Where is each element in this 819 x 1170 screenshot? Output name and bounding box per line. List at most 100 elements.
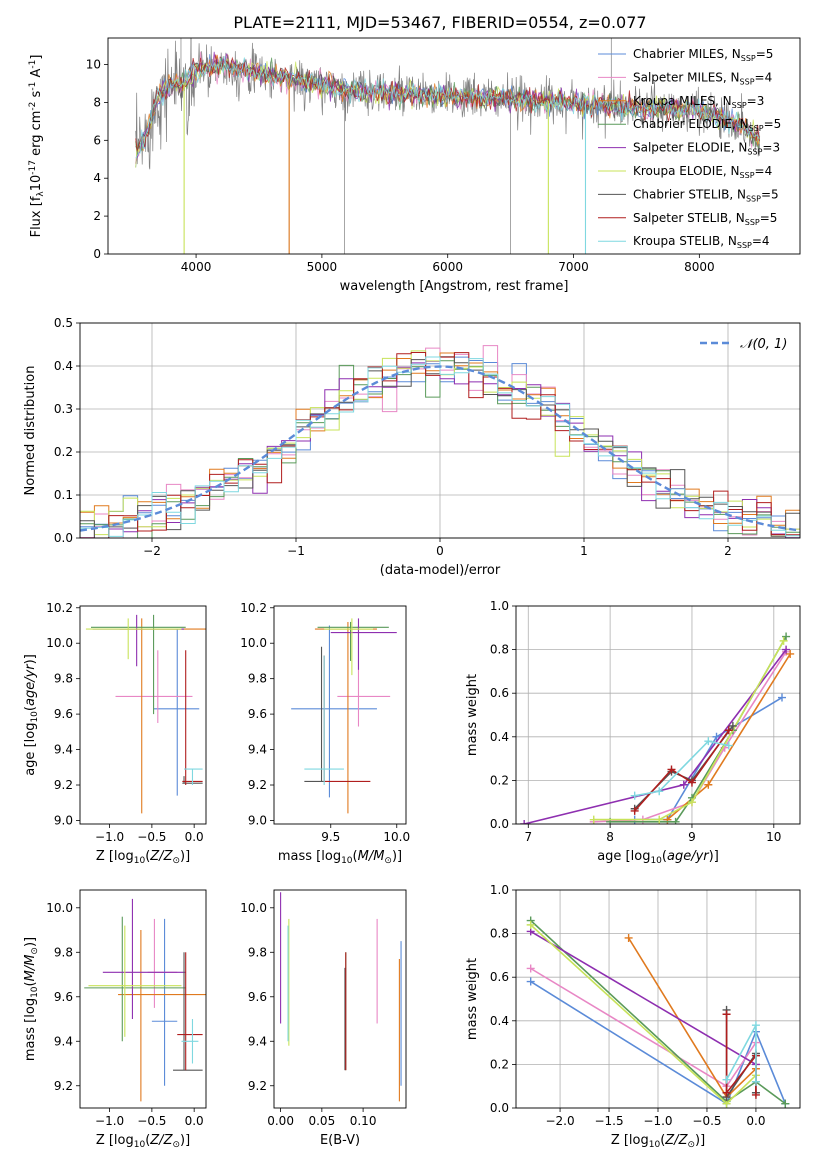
point-marker xyxy=(704,780,713,789)
x-tick-label: 9.5 xyxy=(321,830,340,844)
spectrum-lines xyxy=(135,38,761,254)
x-tick-label: −1 xyxy=(287,544,305,558)
point-marker xyxy=(526,920,535,929)
legend-entry: Kroupa ELODIE, NSSP=4 xyxy=(633,164,772,180)
point-marker xyxy=(722,1010,731,1019)
y-tick-label: 0.4 xyxy=(490,730,509,744)
mass-vs-ebv-panel: 0.00 0.05 0.10 9.2 9.4 9.6 9.8 10.0 E(B-V) xyxy=(240,889,407,1148)
legend-entry: Chabrier ELODIE, NSSP=5 xyxy=(633,117,781,133)
y-axis-label: age [log10(age/yr)] xyxy=(23,654,40,776)
x-tick-label: 4000 xyxy=(181,260,212,274)
y-tick-label: 6 xyxy=(93,133,101,147)
y-tick-label: 9.8 xyxy=(248,945,267,959)
legend-entry: Kroupa STELIB, NSSP=4 xyxy=(633,234,770,250)
x-tick-label: 6000 xyxy=(432,260,463,274)
y-tick-label: 0.8 xyxy=(490,643,509,657)
x-tick-label: 0.10 xyxy=(350,1114,377,1128)
y-tick-label: 0.5 xyxy=(54,316,73,330)
x-axis-label: mass [log10(M/M⊙)] xyxy=(278,849,402,866)
point-marker xyxy=(751,1090,760,1099)
series-line xyxy=(634,729,730,812)
y-tick-label: 0.1 xyxy=(54,488,73,502)
y-tick-label: 2 xyxy=(93,209,101,223)
point-marker xyxy=(751,1077,760,1086)
axes-frame xyxy=(273,605,407,825)
legend-entry: Kroupa MILES, NSSP=3 xyxy=(633,94,764,110)
y-tick-label: 9.4 xyxy=(248,1034,267,1048)
y-tick-label: 0 xyxy=(93,247,101,261)
histograms xyxy=(80,345,800,538)
legend-entry: Salpeter STELIB, NSSP=5 xyxy=(633,211,777,227)
y-tick-label: 9.4 xyxy=(54,743,73,757)
point-marker xyxy=(520,820,529,824)
series-line xyxy=(530,919,786,1105)
y-tick-label: 1.0 xyxy=(490,599,509,613)
axes-frame xyxy=(515,605,801,825)
point-marker xyxy=(781,1099,790,1108)
mass-vs-metallicity-panel: −1.0 −0.5 0.0 9.2 9.4 9.6 9.8 10.0 Z [log10(Z/Z⊙… xyxy=(23,889,207,1150)
x-tick-label: 0.0 xyxy=(185,1114,204,1128)
x-axis-label: Z [log10(Z/Z⊙)] xyxy=(611,1133,705,1150)
y-tick-label: 0.0 xyxy=(54,531,73,545)
y-tick-label: 10 xyxy=(86,58,101,72)
y-tick-label: 9.8 xyxy=(248,672,267,686)
y-tick-label: 0.2 xyxy=(490,1057,509,1071)
y-tick-label: 9.8 xyxy=(54,945,73,959)
y-tick-label: 9.6 xyxy=(54,990,73,1004)
model-spectrum xyxy=(135,55,760,159)
point-marker xyxy=(687,798,696,807)
axes-frame xyxy=(79,605,207,825)
y-axis-label: Normed distribution xyxy=(23,366,38,496)
x-tick-label: −0.5 xyxy=(137,1114,166,1128)
series-line xyxy=(530,930,757,1066)
y-axis-label: mass weight xyxy=(465,674,480,756)
point-marker xyxy=(704,737,713,746)
x-tick-label: −1.0 xyxy=(95,830,124,844)
x-tick-label: 0.0 xyxy=(746,1114,765,1128)
y-tick-label: 1.0 xyxy=(490,883,509,897)
x-axis-label: Z [log10(Z/Z⊙)] xyxy=(96,1133,190,1150)
axes-frame xyxy=(273,889,407,1109)
axes-frame xyxy=(107,37,801,255)
legend-entry: Salpeter ELODIE, NSSP=3 xyxy=(633,141,780,157)
x-axis-label: wavelength [Angstrom, rest frame] xyxy=(340,279,569,294)
point-marker xyxy=(589,815,598,824)
y-tick-label: 10.0 xyxy=(46,636,73,650)
legend-entry: 𝒩(0, 1) xyxy=(740,337,787,352)
y-tick-label: 0.4 xyxy=(54,359,73,373)
x-tick-label: 0.0 xyxy=(185,830,204,844)
y-tick-label: 10.0 xyxy=(46,901,73,915)
y-tick-label: 9.6 xyxy=(248,707,267,721)
x-tick-label: −1.5 xyxy=(594,1114,623,1128)
x-tick-label: 0.05 xyxy=(308,1114,335,1128)
x-tick-label: −1.0 xyxy=(643,1114,672,1128)
point-marker xyxy=(722,1088,731,1097)
x-axis-label: Z [log10(Z/Z⊙)] xyxy=(96,849,190,866)
y-tick-label: 9.4 xyxy=(54,1034,73,1048)
y-tick-label: 0.4 xyxy=(490,1014,509,1028)
mass-weight-vs-age-panel: 7 8 9 10 0.0 0.2 0.4 0.6 0.8 1.0 age [log10(age/yr… xyxy=(465,599,801,866)
y-tick-label: 0.6 xyxy=(490,970,509,984)
y-tick-label: 9.2 xyxy=(248,1079,267,1093)
x-tick-label: 7000 xyxy=(558,260,589,274)
y-tick-label: 0.3 xyxy=(54,402,73,416)
point-marker xyxy=(782,645,791,654)
residuals-panel: −2 −1 0 1 2 0.0 0.1 0.2 0.3 0.4 0.5 (data-model)/er… xyxy=(23,316,801,578)
y-axis-label: mass weight xyxy=(465,958,480,1040)
y-tick-label: 0.8 xyxy=(490,927,509,941)
x-tick-label: 7 xyxy=(524,830,532,844)
point-marker xyxy=(655,815,664,824)
x-tick-label: 8 xyxy=(606,830,614,844)
x-tick-label: 0 xyxy=(436,544,444,558)
y-tick-label: 0.2 xyxy=(490,773,509,787)
point-marker xyxy=(526,964,535,973)
x-tick-label: −0.5 xyxy=(137,830,166,844)
x-tick-label: −2 xyxy=(143,544,161,558)
legend-entry: Chabrier STELIB, NSSP=5 xyxy=(633,187,779,203)
y-tick-label: 10.0 xyxy=(240,636,267,650)
x-tick-label: −0.5 xyxy=(692,1114,721,1128)
y-tick-label: 9.8 xyxy=(54,672,73,686)
point-marker xyxy=(679,780,688,789)
model-spectrum xyxy=(135,58,760,150)
